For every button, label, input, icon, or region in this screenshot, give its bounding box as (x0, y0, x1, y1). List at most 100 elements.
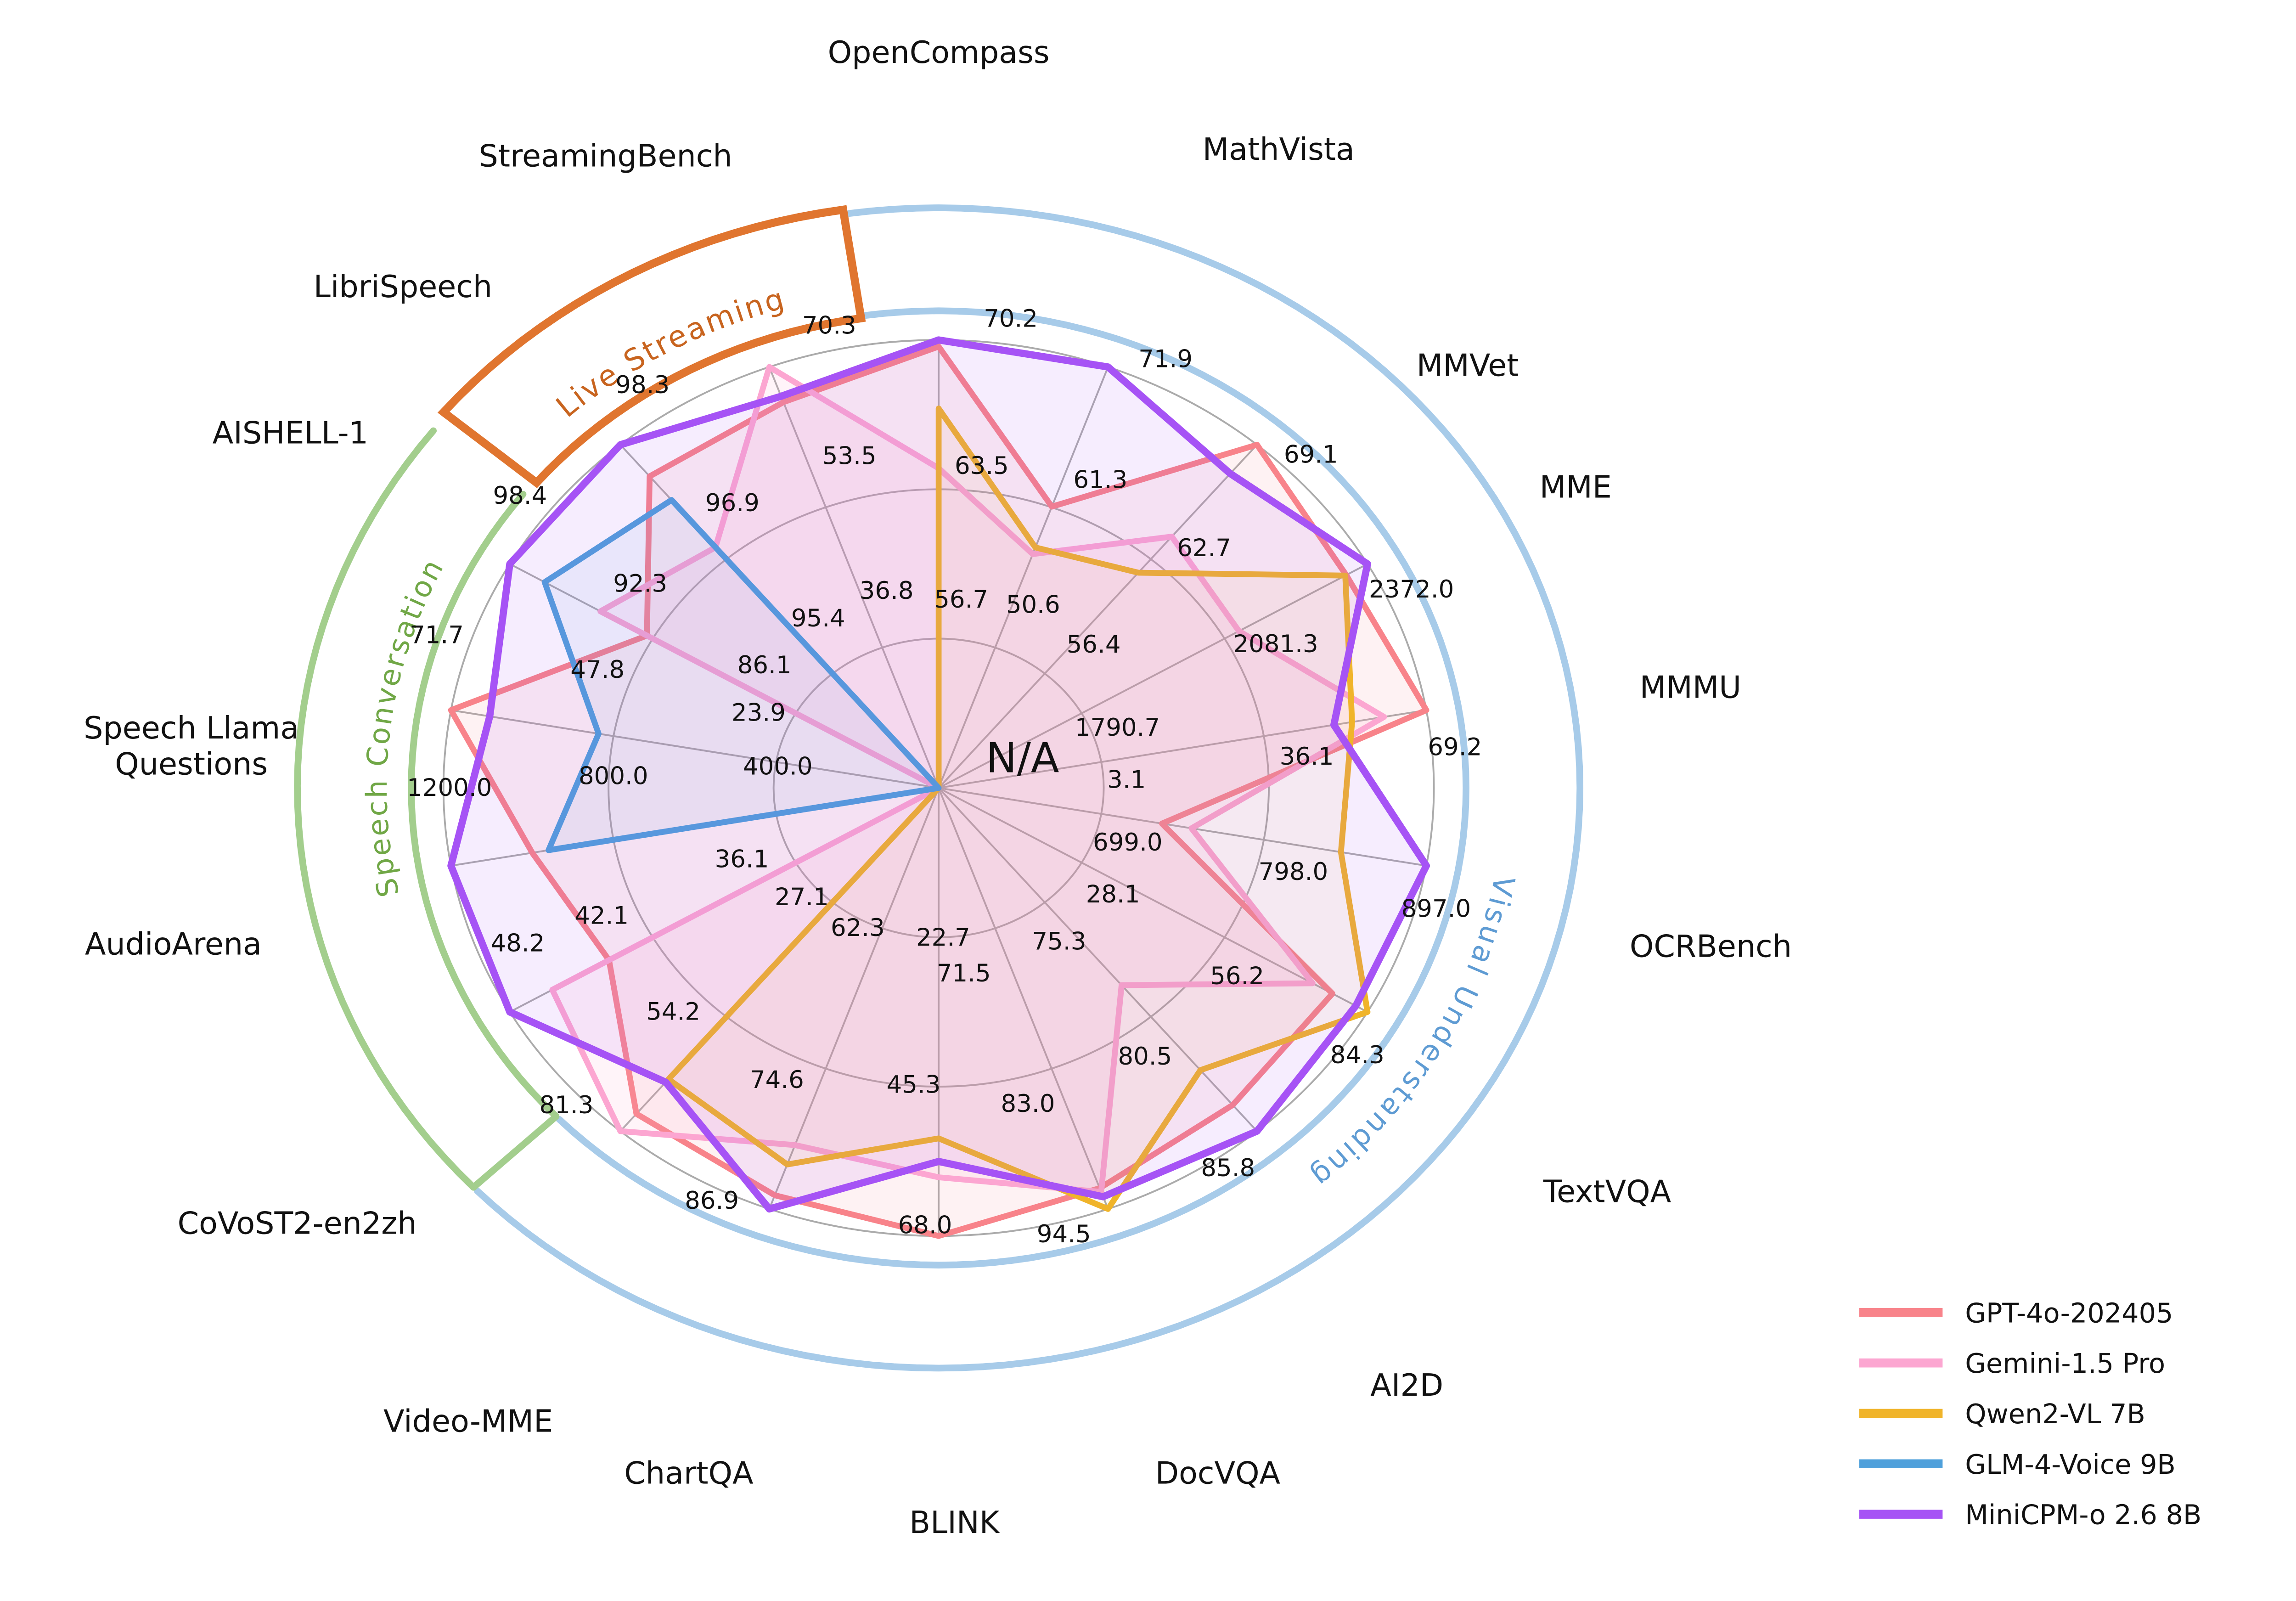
live-streaming-box (437, 205, 866, 488)
grid-spoke (938, 787, 1109, 1210)
axis-label-0: OpenCompass (828, 34, 1050, 70)
speech-arc-outer (294, 427, 477, 1191)
axis-label-10: ChartQA (624, 1455, 754, 1491)
tick-Video-MME-1: 54.2 (646, 998, 700, 1026)
visual-arc-outer (474, 204, 1584, 1372)
tick-CoVoST2-en2zh-1: 42.1 (574, 902, 629, 930)
grid-spoke (938, 366, 1109, 789)
axis-labels: OpenCompass MathVista MMVet MME MMMU OCRBench… (84, 34, 1792, 1540)
tick-MathVista-2: 71.9 (1138, 345, 1193, 373)
axis-label-11: Video-MME (383, 1404, 553, 1439)
tick-DocVQA-1: 83.0 (1001, 1090, 1055, 1118)
grid-spoke (768, 787, 940, 1210)
axis-label-14: Speech Llama Questions (84, 710, 299, 782)
tick-Speech Llama Questions-2: 71.7 (410, 621, 464, 649)
grid-spoke (768, 366, 940, 789)
legend-label-0: GPT-4o-202405 (1965, 1297, 2173, 1329)
tick-MMVet-2: 69.1 (1284, 441, 1338, 469)
tick-MathVista-1: 61.3 (1073, 466, 1127, 494)
tick-Video-MME-0: 27.1 (775, 883, 829, 911)
tick-AI2D-2: 85.8 (1201, 1154, 1255, 1182)
series-line-2 (665, 406, 1371, 1212)
tick-MMMU-1: 36.1 (1280, 743, 1334, 771)
tick-MME-0: 1790.7 (1075, 714, 1160, 742)
legend-label-4: MiniCPM-o 2.6 8B (1965, 1499, 2201, 1531)
axis-label-13: AudioArena (85, 926, 262, 962)
axis-label-6: TextVQA (1543, 1174, 1671, 1210)
tick-MME-1: 2081.3 (1233, 630, 1318, 658)
tick-TextVQA-1: 56.2 (1210, 962, 1264, 990)
tick-OpenCompass-1: 63.5 (955, 452, 1009, 480)
legend-label-3: GLM-4-Voice 9B (1965, 1449, 2175, 1480)
tick-AI2D-1: 80.5 (1118, 1043, 1172, 1071)
series-fill-2 (668, 408, 1368, 1209)
axis-label-7: AI2D (1370, 1367, 1443, 1403)
tick-BLINK-2: 68.0 (898, 1211, 952, 1239)
speech-conv-path-label: Speech Conversation (360, 552, 450, 901)
series-polygons (447, 336, 1430, 1239)
tick-MMVet-1: 62.7 (1177, 534, 1231, 562)
tick-MME-2: 2372.0 (1369, 575, 1454, 603)
axis-label-5: OCRBench (1630, 928, 1792, 964)
series-fill-3 (545, 500, 939, 851)
tick-ChartQA-2: 86.9 (685, 1187, 739, 1215)
series-line-1 (549, 364, 1387, 1195)
axis-label-9: BLINK (909, 1505, 1000, 1540)
grid-spoke (450, 709, 939, 789)
tick-CoVoST2-en2zh-0: 36.1 (715, 845, 769, 873)
tick-BLINK-0: 22.7 (916, 924, 970, 952)
tick-AudioArena-0: 400.0 (743, 752, 813, 780)
axis-label-2: MMVet (1417, 348, 1519, 383)
tick-AudioArena-2: 1200.0 (407, 774, 492, 802)
speech-arc-cap (471, 1114, 558, 1190)
grid-spoke (938, 787, 1258, 1132)
series-line-3 (541, 497, 942, 853)
axis-label-17: StreamingBench (479, 138, 732, 174)
tick-OpenCompass-2: 70.2 (984, 305, 1038, 333)
axis-label-8: DocVQA (1155, 1455, 1281, 1491)
tick-Video-MME-2: 81.3 (540, 1091, 594, 1119)
tick-OCRBench-0: 699.0 (1093, 829, 1163, 857)
tick-AudioArena-1: 800.0 (579, 762, 648, 790)
tick-labels: 56.7 63.5 70.2 50.6 61.3 71.9 56.4 62.7 69.1 1790… (407, 305, 1482, 1248)
tick-MMMU-0: 3.1 (1107, 766, 1146, 794)
axis-label-16: LibriSpeech (314, 269, 492, 304)
axis-label-12: CoVoST2-en2zh (178, 1205, 417, 1241)
tick-TextVQA-0: 28.1 (1086, 880, 1140, 908)
tick-BLINK-1: 45.3 (887, 1071, 941, 1099)
center-na-label: N/A (986, 734, 1059, 782)
legend: GPT-4o-202405 Gemini-1.5 Pro Qwen2-VL 7B GL… (1859, 1297, 2201, 1531)
tick-TextVQA-2: 84.3 (1330, 1041, 1384, 1069)
tick-AISHELL-1-1: 92.3 (613, 570, 667, 598)
tick-OpenCompass-0: 56.7 (934, 586, 988, 614)
series-fill-4 (451, 340, 1427, 1209)
tick-AISHELL-1-0: 86.1 (737, 651, 792, 679)
tick-DocVQA-2: 94.5 (1037, 1220, 1091, 1248)
tick-Speech Llama Questions-0: 23.9 (732, 699, 786, 727)
tick-StreamingBench-1: 53.5 (822, 442, 877, 470)
tick-MMVet-0: 56.4 (1067, 631, 1121, 659)
tick-CoVoST2-en2zh-2: 48.2 (490, 929, 545, 957)
grid-spoke (938, 787, 1368, 1013)
tick-OCRBench-2: 897.0 (1401, 895, 1471, 923)
visual-arc-inner (556, 307, 1469, 1268)
grid-spoke (938, 709, 1427, 789)
tick-AI2D-0: 75.3 (1032, 927, 1086, 955)
axis-label-15: AISHELL-1 (213, 415, 368, 451)
tick-OCRBench-1: 798.0 (1259, 858, 1328, 886)
tick-ChartQA-0: 62.3 (831, 914, 885, 942)
tick-LibriSpeech-0: 95.4 (791, 604, 845, 632)
legend-label-1: Gemini-1.5 Pro (1965, 1347, 2165, 1379)
axis-label-4: MMMU (1640, 670, 1741, 705)
grid-spoke (938, 563, 1368, 789)
tick-ChartQA-1: 74.6 (750, 1066, 804, 1094)
series-line-4 (447, 336, 1430, 1213)
tick-DocVQA-0: 71.5 (937, 959, 991, 987)
tick-MMMU-2: 69.2 (1428, 733, 1482, 761)
axis-label-3: MME (1540, 469, 1612, 505)
tick-Speech Llama Questions-1: 47.8 (570, 656, 625, 684)
tick-StreamingBench-0: 36.8 (860, 577, 914, 605)
axis-label-1: MathVista (1203, 131, 1355, 167)
tick-MathVista-0: 50.6 (1006, 591, 1060, 619)
